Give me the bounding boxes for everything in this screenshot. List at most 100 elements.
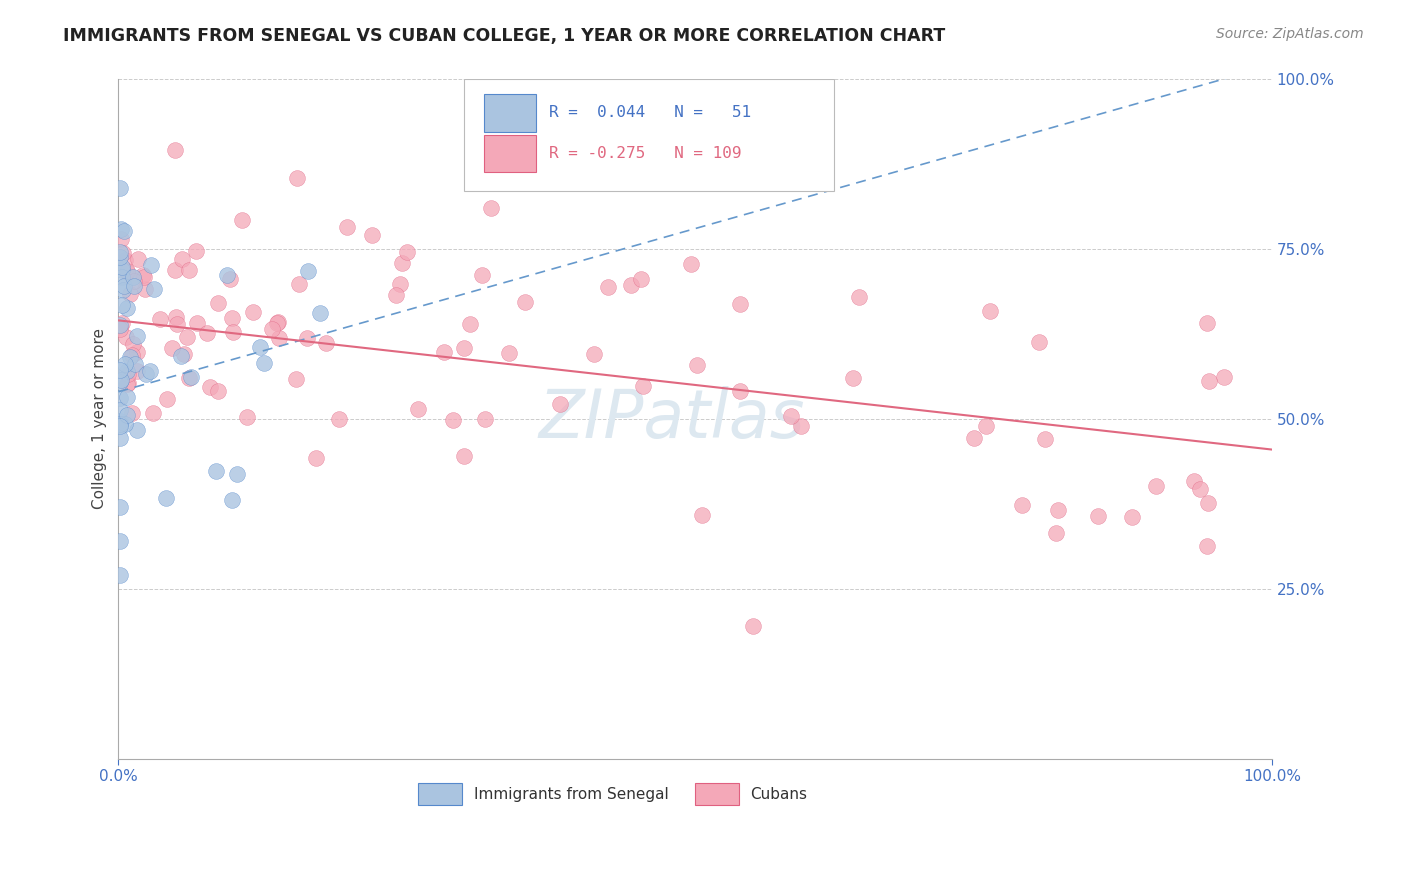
FancyBboxPatch shape bbox=[695, 783, 740, 805]
Point bbox=[285, 372, 308, 386]
Point bbox=[111, 246, 134, 260]
Point bbox=[1189, 482, 1212, 496]
Point bbox=[112, 278, 135, 293]
Point bbox=[474, 412, 496, 426]
FancyBboxPatch shape bbox=[419, 783, 463, 805]
Point bbox=[1011, 498, 1033, 512]
Point bbox=[117, 376, 139, 391]
Point bbox=[361, 228, 384, 243]
Point bbox=[108, 321, 131, 335]
Point bbox=[163, 263, 186, 277]
Point bbox=[780, 409, 803, 424]
Point bbox=[173, 347, 195, 361]
Point bbox=[690, 508, 713, 522]
Point bbox=[121, 406, 143, 420]
Point bbox=[170, 349, 193, 363]
Point bbox=[1033, 433, 1056, 447]
Point bbox=[315, 335, 337, 350]
Point bbox=[790, 418, 813, 433]
Point bbox=[108, 419, 131, 434]
Point bbox=[166, 318, 188, 332]
Point bbox=[1213, 369, 1236, 384]
Point bbox=[305, 451, 328, 466]
Point bbox=[110, 417, 132, 431]
Point bbox=[108, 245, 131, 260]
Point bbox=[177, 262, 200, 277]
Point bbox=[222, 325, 245, 339]
Point bbox=[395, 244, 418, 259]
Point bbox=[111, 263, 134, 277]
Point bbox=[115, 391, 138, 405]
Point bbox=[596, 280, 619, 294]
Point bbox=[728, 297, 751, 311]
Point bbox=[1195, 540, 1218, 554]
Point bbox=[114, 417, 136, 431]
Point bbox=[1028, 334, 1050, 349]
Point bbox=[249, 340, 271, 354]
Point bbox=[471, 268, 494, 282]
Point bbox=[974, 418, 997, 433]
Point bbox=[1087, 508, 1109, 523]
Point bbox=[1195, 316, 1218, 330]
Point bbox=[498, 345, 520, 359]
Point bbox=[121, 348, 143, 362]
Point bbox=[458, 317, 481, 331]
Point bbox=[127, 344, 149, 359]
Point bbox=[155, 491, 177, 505]
Point bbox=[108, 362, 131, 376]
Point bbox=[200, 380, 222, 394]
FancyBboxPatch shape bbox=[484, 95, 536, 132]
Point bbox=[267, 331, 290, 345]
Point bbox=[108, 375, 131, 389]
Point bbox=[633, 379, 655, 393]
Point bbox=[110, 318, 132, 332]
Text: Source: ZipAtlas.com: Source: ZipAtlas.com bbox=[1216, 27, 1364, 41]
Point bbox=[115, 364, 138, 378]
Point bbox=[195, 326, 218, 340]
Point bbox=[120, 287, 142, 301]
Point bbox=[117, 265, 139, 279]
Point bbox=[114, 329, 136, 343]
Point bbox=[108, 391, 131, 405]
Point bbox=[453, 342, 475, 356]
Point bbox=[962, 431, 984, 445]
Point bbox=[176, 330, 198, 344]
Point bbox=[385, 288, 408, 302]
Point bbox=[111, 298, 134, 312]
Point bbox=[110, 221, 132, 235]
Point bbox=[165, 143, 187, 157]
Point bbox=[121, 269, 143, 284]
Point bbox=[513, 295, 536, 310]
Point bbox=[266, 316, 288, 330]
Point bbox=[122, 278, 145, 293]
Point bbox=[848, 290, 870, 304]
Point bbox=[221, 311, 243, 326]
Point bbox=[110, 269, 132, 284]
Point bbox=[285, 170, 308, 185]
Point bbox=[110, 402, 132, 417]
Point bbox=[108, 181, 131, 195]
Text: ZIPatlas: ZIPatlas bbox=[538, 386, 806, 452]
Point bbox=[117, 376, 139, 391]
Point bbox=[121, 337, 143, 351]
Point bbox=[125, 423, 148, 437]
Point bbox=[180, 369, 202, 384]
Point bbox=[162, 341, 184, 355]
Point bbox=[1047, 502, 1070, 516]
Point bbox=[111, 260, 134, 275]
Point bbox=[309, 305, 332, 319]
Text: Cubans: Cubans bbox=[751, 787, 807, 802]
Point bbox=[108, 568, 131, 582]
Point bbox=[453, 449, 475, 463]
Point bbox=[433, 344, 456, 359]
Point bbox=[583, 347, 606, 361]
Point bbox=[328, 412, 350, 426]
Point bbox=[108, 500, 131, 515]
Point bbox=[110, 232, 132, 246]
Point bbox=[267, 315, 290, 329]
Point bbox=[135, 367, 157, 381]
Point bbox=[112, 224, 135, 238]
Y-axis label: College, 1 year or more: College, 1 year or more bbox=[93, 328, 107, 509]
Point bbox=[125, 328, 148, 343]
Point bbox=[226, 467, 249, 482]
